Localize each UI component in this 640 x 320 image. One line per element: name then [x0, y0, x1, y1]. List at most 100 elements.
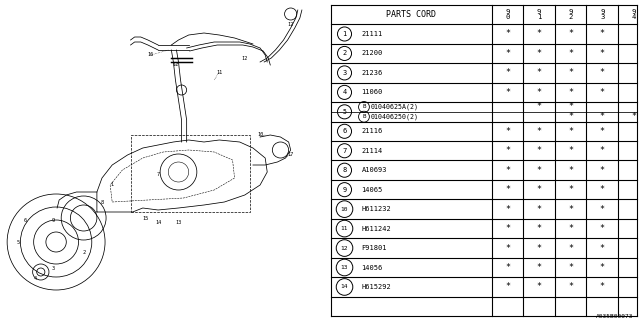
Text: 17: 17: [287, 153, 294, 157]
Text: *: *: [505, 68, 510, 77]
Text: 10: 10: [257, 132, 263, 138]
Text: H611242: H611242: [362, 226, 391, 232]
Text: 14056: 14056: [362, 265, 383, 270]
Text: *: *: [568, 49, 573, 58]
Text: H615292: H615292: [362, 284, 391, 290]
Text: 14: 14: [340, 284, 348, 290]
Text: *: *: [536, 224, 541, 233]
Text: *: *: [505, 283, 510, 292]
Text: A035B00073: A035B00073: [596, 314, 634, 319]
Text: 2: 2: [342, 51, 347, 56]
Text: *: *: [536, 283, 541, 292]
Text: 6: 6: [342, 128, 347, 134]
Text: *: *: [600, 68, 605, 77]
Text: B: B: [362, 114, 365, 119]
Text: *: *: [600, 185, 605, 194]
Text: *: *: [568, 127, 573, 136]
Text: 9: 9: [51, 218, 54, 222]
Text: 12: 12: [172, 62, 179, 68]
Text: *: *: [568, 283, 573, 292]
Text: *: *: [536, 146, 541, 155]
Text: *: *: [568, 185, 573, 194]
Text: *: *: [568, 88, 573, 97]
Text: 9
3: 9 3: [600, 9, 604, 20]
Text: *: *: [505, 185, 510, 194]
Text: *: *: [536, 29, 541, 38]
Text: *: *: [600, 166, 605, 175]
Text: PARTS CORD: PARTS CORD: [387, 10, 436, 19]
Text: *: *: [568, 102, 573, 111]
Text: *: *: [505, 49, 510, 58]
Text: *: *: [536, 204, 541, 214]
Text: F91801: F91801: [362, 245, 387, 251]
Text: 11: 11: [216, 69, 223, 75]
Text: 1: 1: [111, 182, 114, 188]
Text: *: *: [536, 102, 541, 111]
Text: 12: 12: [287, 22, 294, 28]
Text: A10693: A10693: [362, 167, 387, 173]
Text: 6: 6: [24, 218, 27, 222]
Text: 14: 14: [155, 220, 161, 225]
Text: 3: 3: [342, 70, 347, 76]
Text: *: *: [568, 68, 573, 77]
Text: 4: 4: [342, 89, 347, 95]
Text: *: *: [536, 244, 541, 252]
Text: *: *: [600, 146, 605, 155]
Text: *: *: [505, 244, 510, 252]
Text: *: *: [505, 146, 510, 155]
Text: *: *: [600, 29, 605, 38]
Text: *: *: [568, 244, 573, 252]
Text: *: *: [600, 244, 605, 252]
Text: *: *: [600, 49, 605, 58]
Text: 010406250(2): 010406250(2): [371, 114, 419, 120]
Text: *: *: [505, 204, 510, 214]
Text: *: *: [505, 166, 510, 175]
Text: *: *: [568, 224, 573, 233]
Text: 9
0: 9 0: [506, 9, 509, 20]
Text: *: *: [536, 68, 541, 77]
Text: 10: 10: [340, 207, 348, 212]
Text: *: *: [568, 29, 573, 38]
Text: 9: 9: [342, 187, 347, 193]
Text: 7: 7: [157, 172, 159, 178]
Text: 15: 15: [143, 215, 149, 220]
Text: *: *: [600, 204, 605, 214]
Text: 12: 12: [340, 245, 348, 251]
Text: 7: 7: [342, 148, 347, 154]
Text: 11: 11: [340, 226, 348, 231]
Text: *: *: [536, 166, 541, 175]
Text: 9
1: 9 1: [537, 9, 541, 20]
Text: *: *: [505, 224, 510, 233]
Text: 5: 5: [342, 109, 346, 115]
Text: 8: 8: [100, 199, 104, 204]
Text: B: B: [362, 104, 365, 109]
Text: *: *: [536, 88, 541, 97]
Text: *: *: [505, 29, 510, 38]
Text: *: *: [600, 263, 605, 272]
Text: 21200: 21200: [362, 51, 383, 56]
Text: *: *: [600, 283, 605, 292]
Text: *: *: [568, 146, 573, 155]
Text: *: *: [536, 185, 541, 194]
Text: *: *: [568, 166, 573, 175]
Text: *: *: [536, 263, 541, 272]
Text: 12: 12: [242, 55, 248, 60]
Text: *: *: [568, 204, 573, 214]
Text: *: *: [600, 224, 605, 233]
Text: 3: 3: [51, 266, 54, 270]
Text: 21114: 21114: [362, 148, 383, 154]
Text: 16: 16: [148, 52, 154, 58]
Text: 14065: 14065: [362, 187, 383, 193]
Text: 2: 2: [82, 250, 85, 254]
Text: *: *: [600, 127, 605, 136]
Text: 21236: 21236: [362, 70, 383, 76]
Text: *: *: [536, 127, 541, 136]
Text: *: *: [600, 112, 605, 121]
Text: 4: 4: [34, 276, 37, 281]
Text: 5: 5: [17, 239, 20, 244]
Text: 9
2: 9 2: [568, 9, 573, 20]
Text: *: *: [600, 88, 605, 97]
Text: *: *: [505, 88, 510, 97]
Text: 21116: 21116: [362, 128, 383, 134]
Text: *: *: [505, 263, 510, 272]
